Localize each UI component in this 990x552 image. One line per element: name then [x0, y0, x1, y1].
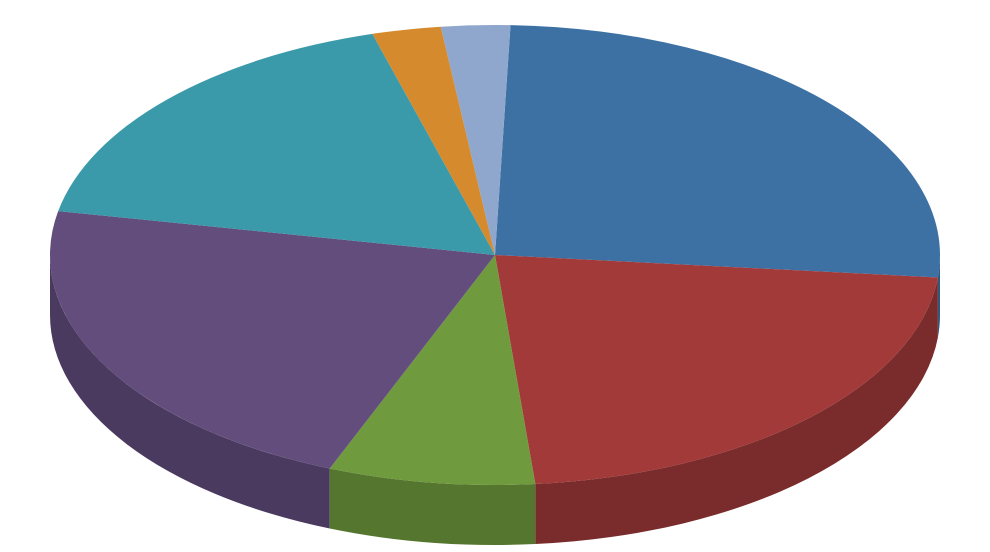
pie-slice-top [495, 25, 940, 277]
pie-chart-3d [0, 0, 990, 552]
pie-slice-top [495, 255, 938, 484]
